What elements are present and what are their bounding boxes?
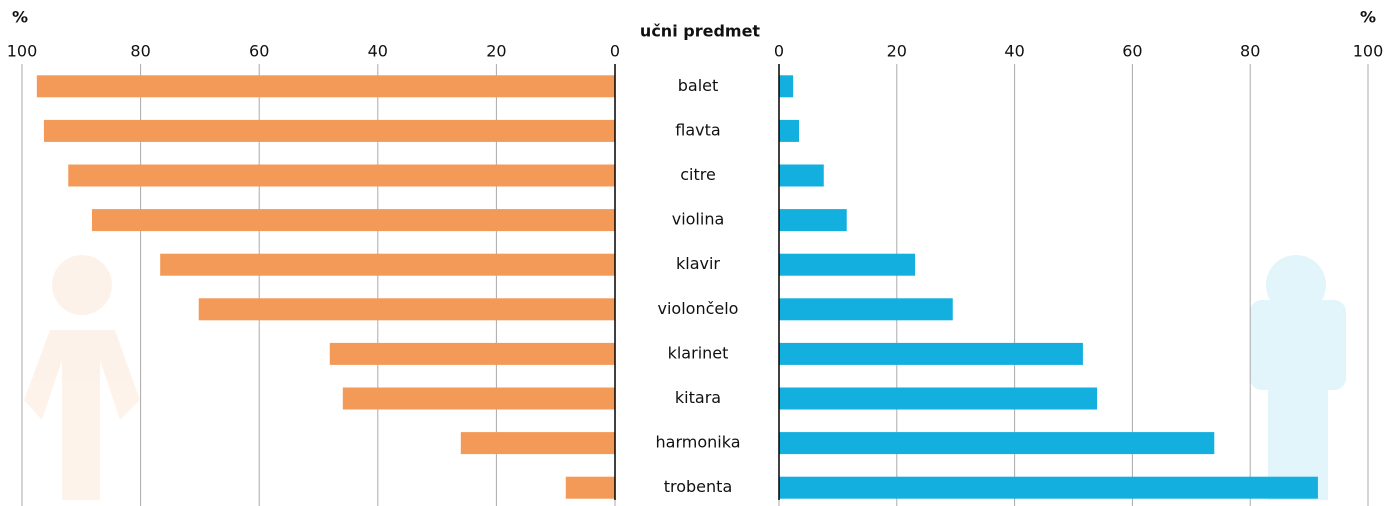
decor: [24, 255, 1346, 500]
bar: [779, 253, 916, 276]
x-tick-label: 60: [249, 42, 269, 61]
x-tick-label: 100: [7, 42, 38, 61]
category-label: violončelo: [658, 299, 739, 318]
category-label: violina: [672, 210, 725, 229]
x-tick-label: 80: [130, 42, 150, 61]
category-label: klarinet: [668, 343, 729, 362]
x-tick-label: 60: [1122, 42, 1142, 61]
category-label: klavir: [676, 254, 720, 273]
axis-label: %: [1360, 8, 1376, 27]
category-label: balet: [678, 76, 719, 95]
x-tick-label: 0: [610, 42, 620, 61]
x-tick-label: 40: [368, 42, 388, 61]
bar: [198, 298, 616, 321]
bar: [779, 298, 953, 321]
category-label: citre: [680, 165, 716, 184]
bar: [342, 387, 615, 410]
bar: [779, 432, 1215, 455]
bar: [779, 164, 824, 187]
bar: [779, 119, 800, 142]
bar: [160, 253, 615, 276]
category-label: flavta: [675, 120, 720, 139]
x-tick-label: 20: [887, 42, 907, 61]
bar: [460, 432, 615, 455]
x-tick-label: 80: [1240, 42, 1260, 61]
x-tick-label: 0: [774, 42, 784, 61]
x-tick-label: 100: [1353, 42, 1384, 61]
category-label: kitara: [675, 388, 721, 407]
bar: [91, 209, 615, 232]
x-tick-label: 20: [486, 42, 506, 61]
category-label: harmonika: [656, 433, 741, 452]
bar: [779, 387, 1098, 410]
category-label: trobenta: [664, 477, 733, 496]
bar: [43, 119, 616, 142]
bar: [779, 209, 847, 232]
bar: [36, 75, 615, 98]
bar: [779, 75, 794, 98]
bar: [779, 342, 1083, 365]
axis-label: %: [12, 8, 28, 27]
bar: [565, 476, 615, 499]
bar: [68, 164, 615, 187]
category-header: učni predmet: [640, 22, 760, 41]
bar: [779, 476, 1318, 499]
bar: [329, 342, 615, 365]
x-tick-label: 40: [1004, 42, 1024, 61]
